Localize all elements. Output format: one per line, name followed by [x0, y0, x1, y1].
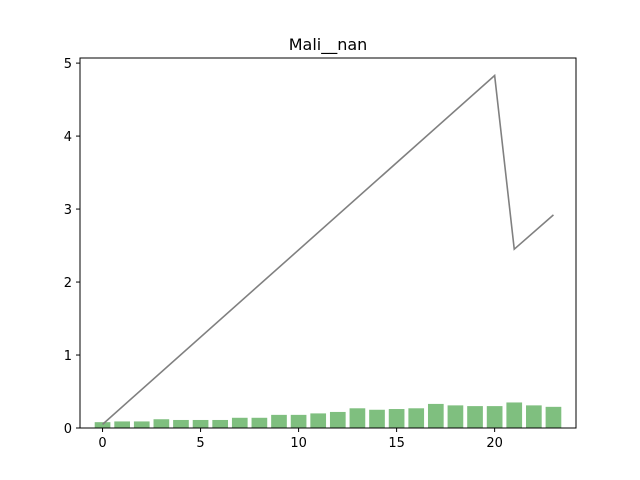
y-tick-label: 3 — [64, 203, 72, 218]
chart-title: Mali__nan — [289, 35, 368, 55]
bar — [369, 409, 385, 428]
bar-series — [94, 402, 562, 428]
y-axis: 0 1 2 3 4 5 — [64, 57, 80, 437]
bar — [94, 422, 111, 428]
bar — [231, 417, 248, 428]
bar — [329, 411, 346, 428]
bar — [408, 408, 425, 428]
x-tick-label: 20 — [486, 436, 503, 451]
bar — [114, 421, 130, 428]
bar — [545, 406, 562, 428]
plot-frame — [79, 57, 577, 429]
y-tick-label: 2 — [64, 276, 72, 291]
bar — [153, 419, 170, 428]
bar — [251, 417, 268, 428]
x-tick-label: 10 — [290, 436, 307, 451]
x-axis: 0 5 10 15 20 — [98, 428, 503, 451]
bar — [271, 414, 287, 428]
bar — [447, 405, 464, 428]
x-tick-label: 15 — [388, 436, 405, 451]
bar — [349, 408, 366, 428]
series-line — [102, 73, 554, 425]
y-tick-label: 5 — [64, 57, 72, 72]
line-series — [102, 73, 554, 425]
x-tick-label: 0 — [98, 436, 106, 451]
y-tick-label: 0 — [64, 422, 72, 437]
bar — [133, 421, 150, 428]
x-tick-label: 5 — [196, 436, 204, 451]
bar — [427, 403, 444, 428]
y-tick-label: 1 — [64, 349, 72, 364]
bar — [526, 405, 542, 428]
bar — [486, 406, 503, 428]
bar — [212, 419, 229, 428]
bar — [192, 419, 209, 428]
bar — [388, 409, 405, 428]
bar — [506, 402, 523, 428]
bar — [467, 406, 483, 428]
y-tick-label: 4 — [64, 130, 72, 145]
bar — [290, 414, 307, 428]
bar — [173, 419, 189, 428]
bar — [310, 413, 327, 428]
